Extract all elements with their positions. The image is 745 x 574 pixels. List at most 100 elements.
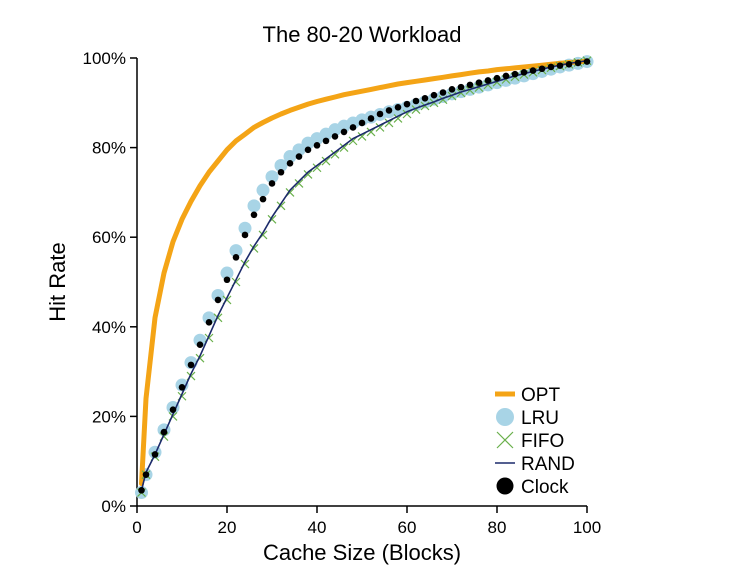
series-rand (140, 59, 588, 492)
x-tick-label: 20 (218, 518, 237, 537)
clock-point (502, 72, 510, 80)
clock-point (304, 146, 312, 154)
series-clock (138, 58, 591, 494)
x-tick-label: 0 (132, 518, 141, 537)
legend-label-rand: RAND (521, 454, 575, 475)
clock-point (295, 153, 303, 160)
y-tick-label: 100% (83, 49, 126, 68)
series-layer (135, 55, 594, 500)
clock-point (178, 383, 186, 391)
clock-point (475, 79, 483, 86)
clock-point (169, 406, 177, 413)
lru-point (238, 221, 252, 235)
clock-point (538, 65, 546, 73)
clock-point (322, 137, 330, 145)
fifo-point (465, 85, 475, 95)
lru-point (256, 183, 270, 197)
clock-point (376, 110, 384, 118)
fifo-point (303, 170, 313, 179)
lru-point (247, 199, 261, 213)
clock-point (214, 296, 222, 304)
clock-point (556, 62, 564, 69)
y-tick-label: 80% (92, 139, 126, 158)
clock-point (286, 159, 294, 167)
legend-label-clock: Clock (521, 477, 569, 498)
axes (136, 58, 587, 507)
legend-label-opt: OPT (521, 385, 560, 406)
lru-point (292, 143, 306, 157)
clock-point (448, 86, 456, 93)
clock-point (493, 74, 501, 82)
lru-point (211, 288, 225, 302)
clock-point (394, 103, 402, 111)
clock-point (277, 168, 285, 176)
clock-point (520, 69, 528, 76)
clock-point (268, 180, 276, 187)
fifo-point (456, 88, 466, 98)
clock-point (547, 63, 555, 71)
clock-point (412, 97, 420, 105)
clock-point (241, 231, 249, 239)
lru-point (283, 150, 297, 164)
fifo-point (384, 118, 394, 128)
legend-swatch-fifo (496, 431, 514, 449)
ticks: 0% 20% 40% 60% 80% 100% 0 20 40 60 80 100 (83, 49, 602, 537)
clock-point (205, 319, 213, 326)
clock-point (385, 107, 393, 114)
lru-point (220, 266, 234, 280)
chart-title: The 80-20 Workload (263, 22, 462, 47)
fifo-point (393, 114, 403, 123)
clock-point (331, 133, 339, 140)
clock-point (340, 128, 348, 136)
fifo-point (294, 179, 304, 188)
clock-point (138, 487, 145, 494)
clock-point (457, 83, 465, 91)
clock-point (187, 361, 195, 369)
clock-point (250, 211, 258, 219)
clock-point (223, 276, 231, 284)
opt-line (139, 58, 590, 487)
y-tick-label: 40% (92, 318, 126, 337)
lru-point (193, 333, 207, 347)
y-axis-label: Hit Rate (45, 242, 70, 321)
fifo-point (312, 163, 322, 173)
clock-point (529, 67, 537, 74)
clock-point (151, 451, 159, 458)
y-tick-label: 20% (92, 407, 126, 426)
clock-point (367, 115, 375, 122)
clock-point (403, 100, 411, 108)
legend-swatch-lru (496, 408, 514, 426)
fifo-point (474, 83, 484, 92)
clock-point (439, 89, 447, 96)
clock-point (574, 59, 582, 67)
x-tick-label: 40 (308, 518, 327, 537)
clock-point (349, 124, 357, 131)
clock-point (511, 70, 519, 78)
fifo-point (321, 156, 331, 166)
clock-point (484, 77, 492, 84)
clock-point (430, 91, 438, 99)
fifo-point (348, 136, 358, 146)
rand-line (140, 59, 588, 492)
fifo-point (330, 149, 340, 159)
x-tick-label: 100 (573, 518, 601, 537)
y-tick-label: 60% (92, 228, 126, 247)
clock-point (142, 471, 150, 478)
clock-point (313, 142, 321, 149)
series-opt (139, 58, 590, 487)
clock-point (358, 119, 366, 127)
legend-swatch-clock (496, 477, 514, 495)
clock-point (160, 428, 168, 436)
fifo-point (339, 143, 349, 153)
x-axis-label: Cache Size (Blocks) (263, 540, 461, 565)
clock-point (466, 81, 474, 89)
lru-point (274, 159, 288, 173)
y-tick-label: 0% (101, 497, 126, 516)
lru-point (229, 244, 243, 258)
legend-label-fifo: FIFO (521, 431, 564, 452)
lru-point (202, 311, 216, 325)
x-tick-label: 80 (488, 518, 507, 537)
